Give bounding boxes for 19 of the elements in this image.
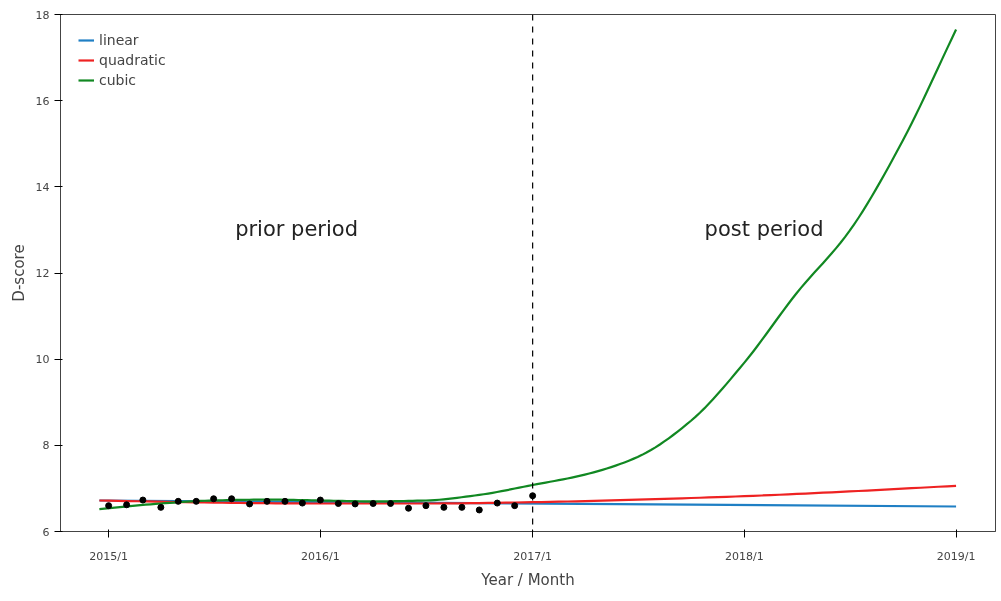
y-axis-title: D-score [9,244,28,302]
x-tick-label: 2015/1 [89,549,128,563]
y-tick-label: 8 [42,439,50,453]
legend-label: linear [99,32,139,48]
legend-label: quadratic [99,52,166,68]
x-tick-label: 2016/1 [301,549,340,563]
x-tick-label: 2018/1 [725,549,764,563]
annotation: prior period [235,217,358,242]
x-tick-label: 2017/1 [513,549,552,563]
y-tick-label: 6 [42,525,50,539]
y-tick-label: 18 [35,8,50,22]
x-axis-title: Year / Month [480,570,575,589]
y-tick-label: 10 [35,353,50,367]
y-tick-label: 16 [35,94,50,108]
annotation: post period [704,217,824,242]
legend-label: cubic [99,72,137,88]
y-tick-label: 12 [35,267,50,280]
y-tick-label: 14 [35,180,50,194]
x-tick-label: 2019/1 [936,549,976,563]
